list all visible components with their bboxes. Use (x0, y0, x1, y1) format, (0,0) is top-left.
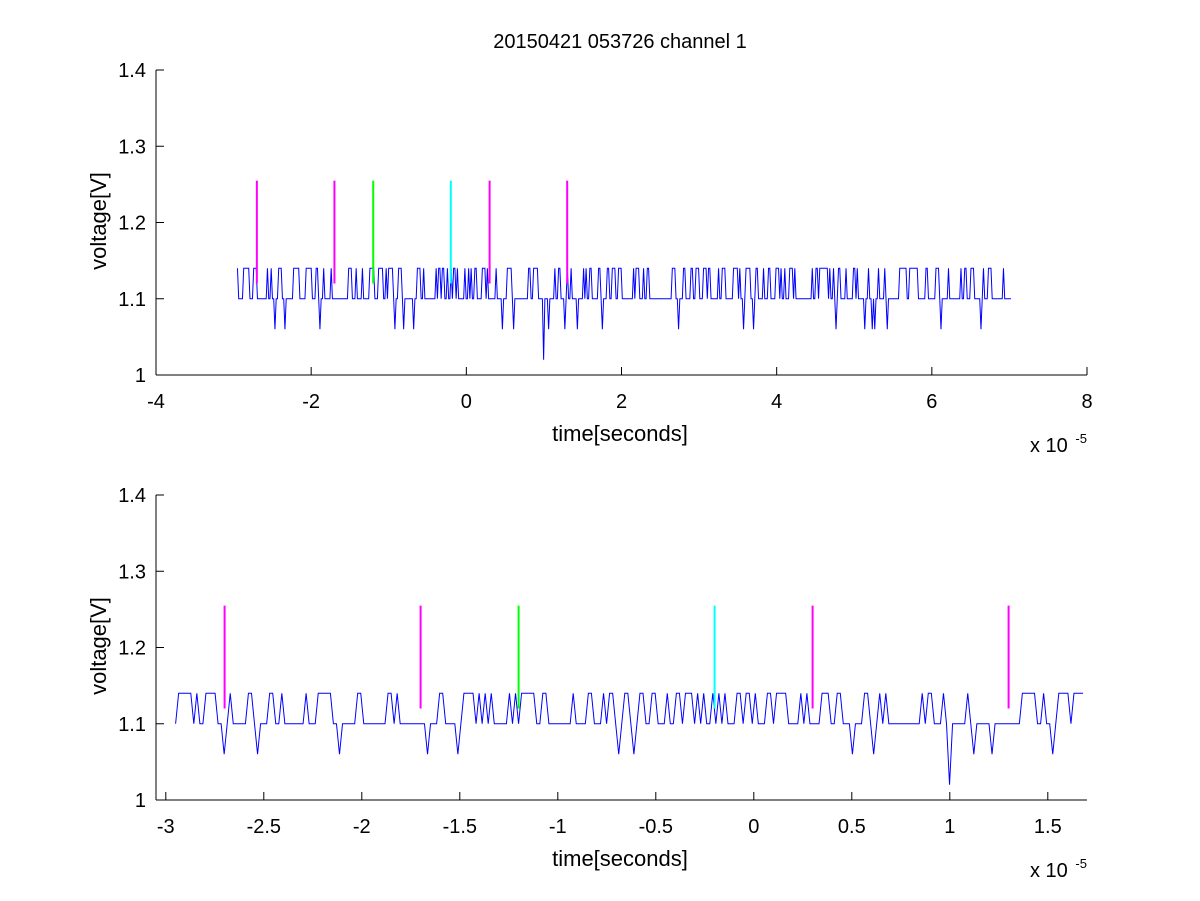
bottom-x-tick-label-5: -1 (549, 816, 567, 838)
bottom-x-tick-label-9: 1 (944, 816, 955, 838)
top-x-exponent-power: -5 (1075, 431, 1087, 446)
top-markers-group (255, 180, 569, 284)
bottom-x-axis-label: time[seconds] (552, 846, 688, 871)
top-signal-group (236, 267, 1011, 360)
bottom-x-tick-label-2: -2.5 (247, 816, 281, 838)
chart-top: 20150421 053726 channel 1 -4 -2 0 2 4 6 8 1 1.1 1… (86, 31, 1093, 457)
bottom-signal-group (175, 692, 1084, 785)
bottom-y-tick-label-5: 1.4 (118, 485, 146, 507)
bottom-x-tick-label-6: -0.5 (639, 816, 673, 838)
top-y-tick-label-2: 1.1 (118, 289, 146, 311)
bottom-x-tick-label-10: 1.5 (1034, 816, 1062, 838)
top-axes: -4 -2 0 2 4 6 8 1 1.1 1.2 1.3 1.4 (118, 60, 1092, 413)
bottom-y-tick-label-3: 1.2 (118, 638, 146, 660)
top-x-tick-label-4: 2 (616, 391, 627, 413)
top-y-axis-label: voltage[V] (86, 172, 111, 270)
bottom-x-tick-label-8: 0.5 (838, 816, 866, 838)
bottom-y-tick-label-4: 1.3 (118, 561, 146, 583)
top-y-tick-label-4: 1.3 (118, 136, 146, 158)
bottom-x-tick-label-4: -1.5 (443, 816, 477, 838)
top-x-tick-label-6: 6 (926, 391, 937, 413)
top-y-tick-label-1: 1 (135, 365, 146, 387)
bottom-x-exponent: x 10 -5 (1030, 856, 1087, 882)
chart-bottom: -3 -2.5 -2 -1.5 -1 -0.5 0 0.5 1 1.511.11.21.31.4 … (86, 485, 1087, 882)
bottom-markers-group (223, 605, 1010, 709)
bottom-signal-line (175, 692, 1084, 785)
top-x-tick-label-2: -2 (302, 391, 320, 413)
bottom-x-exponent-base: x 10 (1030, 860, 1068, 882)
top-x-tick-label-7: 8 (1081, 391, 1092, 413)
top-x-tick-label-3: 0 (461, 391, 472, 413)
top-x-axis-label: time[seconds] (552, 421, 688, 446)
bottom-y-tick-label-1: 1 (135, 790, 146, 812)
top-y-tick-label-5: 1.4 (118, 60, 146, 82)
top-x-tick-label-1: -4 (147, 391, 165, 413)
bottom-x-tick-label-7: 0 (748, 816, 759, 838)
top-y-tick-label-3: 1.2 (118, 213, 146, 235)
top-x-exponent: x 10 -5 (1030, 431, 1087, 457)
bottom-x-tick-label-3: -2 (353, 816, 371, 838)
top-x-tick-label-5: 4 (771, 391, 782, 413)
bottom-x-exponent-power: -5 (1075, 856, 1087, 871)
bottom-y-axis-label: voltage[V] (86, 597, 111, 695)
bottom-axes: -3 -2.5 -2 -1.5 -1 -0.5 0 0.5 1 1.5 1 1.1 1.2 1.3 1.4 (118, 485, 1087, 838)
bottom-y-tick-label-2: 1.1 (118, 714, 146, 736)
top-x-exponent-base: x 10 (1030, 435, 1068, 457)
top-signal-line (236, 267, 1011, 360)
bottom-x-tick-label-1: -3 (157, 816, 175, 838)
chart-title: 20150421 053726 channel 1 (493, 31, 747, 53)
